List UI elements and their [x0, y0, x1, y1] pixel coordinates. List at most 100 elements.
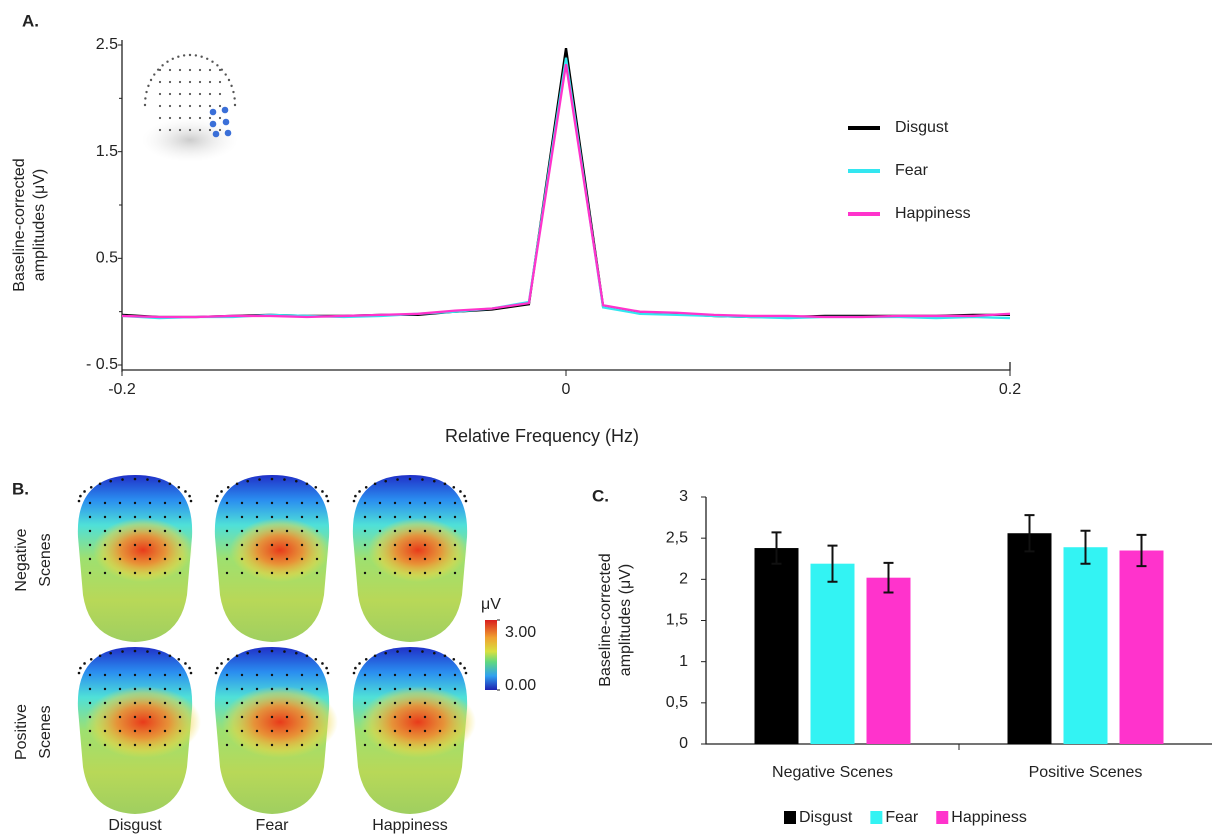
electrode	[188, 116, 192, 120]
electrode	[423, 515, 427, 519]
electrode	[258, 478, 261, 481]
electrode	[225, 557, 229, 561]
electrode	[188, 80, 192, 84]
electrode	[168, 654, 172, 658]
activation	[360, 686, 476, 758]
electrode	[103, 501, 107, 505]
electrode	[378, 543, 382, 547]
electrode	[230, 84, 233, 88]
electrode	[168, 128, 172, 132]
electrode	[363, 673, 367, 677]
y-tick-label: 2	[679, 571, 688, 588]
electrode	[240, 715, 244, 719]
electrode	[240, 529, 244, 533]
electrode	[198, 80, 202, 84]
electrode	[438, 687, 442, 691]
electrode	[163, 743, 167, 747]
electrode	[408, 729, 412, 733]
electrode	[438, 529, 442, 533]
electrode	[121, 650, 124, 653]
electrode	[438, 729, 442, 733]
electrode	[240, 687, 244, 691]
electrode	[283, 650, 286, 653]
roi-electrode	[212, 130, 220, 138]
panel-label: C.	[592, 486, 609, 505]
electrode	[393, 501, 397, 505]
electrode	[157, 479, 161, 483]
electrode	[88, 557, 92, 561]
electrode	[393, 529, 397, 533]
electrode	[408, 701, 412, 705]
electrode	[103, 715, 107, 719]
electrode	[133, 501, 137, 505]
electrode	[378, 673, 382, 677]
electrode	[220, 68, 224, 71]
electrode	[354, 494, 357, 498]
electrode	[178, 104, 182, 108]
electrode	[393, 515, 397, 519]
electrode	[453, 557, 457, 561]
electrode	[148, 515, 152, 519]
electrode	[235, 654, 239, 658]
electrode	[300, 571, 304, 575]
legend-label: Happiness	[951, 809, 1027, 826]
electrode	[315, 673, 319, 677]
electrode	[133, 687, 137, 691]
electrode	[218, 104, 222, 108]
electrode	[421, 650, 424, 653]
electrode	[423, 571, 427, 575]
electrode	[270, 543, 274, 547]
y-tick-label: 2.5	[96, 36, 118, 53]
electrode	[220, 490, 223, 493]
electrode	[300, 515, 304, 519]
electrode	[109, 651, 113, 655]
roi-electrode	[209, 120, 217, 128]
electrode	[182, 54, 186, 57]
electrode	[255, 501, 259, 505]
electrode	[233, 103, 237, 107]
electrode	[225, 673, 229, 677]
electrode	[178, 701, 182, 705]
electrode	[393, 543, 397, 547]
error-bar	[1024, 514, 1035, 553]
bar	[1007, 533, 1052, 744]
panel-label: B.	[12, 479, 29, 498]
electrode	[133, 571, 137, 575]
electrode	[240, 571, 244, 575]
electrode	[423, 715, 427, 719]
electrode	[321, 662, 324, 665]
x-tick-label: Negative Scenes	[772, 764, 893, 781]
electrode	[393, 701, 397, 705]
electrode	[300, 729, 304, 733]
electrode	[148, 501, 152, 505]
y-axis-label: amplitudes (μV)	[31, 169, 48, 281]
electrode	[285, 715, 289, 719]
legend-swatch	[936, 811, 949, 824]
electrode	[188, 92, 192, 96]
electrode	[149, 78, 153, 82]
electrode	[438, 715, 442, 719]
electrode	[88, 729, 92, 733]
electrode	[161, 64, 164, 67]
electrode	[315, 501, 319, 505]
electrode	[423, 701, 427, 705]
electrode	[315, 743, 319, 747]
error-bar	[771, 531, 782, 565]
error-bar	[1080, 529, 1091, 565]
electrode	[453, 571, 457, 575]
electrode	[285, 529, 289, 533]
electrode	[163, 501, 167, 505]
electrode	[88, 715, 92, 719]
electrode	[89, 657, 93, 661]
electrode	[315, 701, 319, 705]
roi-electrode	[224, 129, 232, 137]
electrode	[168, 482, 172, 486]
electrode	[218, 80, 222, 84]
electrode	[464, 499, 468, 503]
topomaps	[77, 475, 476, 814]
electrode	[363, 543, 367, 547]
legend-label: Happiness	[895, 205, 971, 222]
electrode	[408, 501, 412, 505]
electrode	[384, 479, 388, 483]
electrode	[285, 673, 289, 677]
